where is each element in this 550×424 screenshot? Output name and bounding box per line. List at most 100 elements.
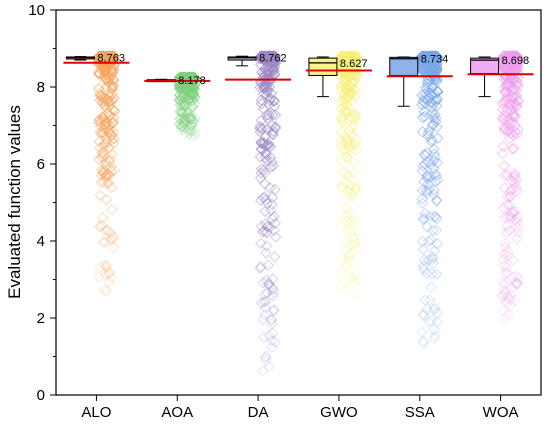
- scatter-point: [419, 294, 431, 306]
- scatter-point: [108, 231, 120, 243]
- scatter-point: [265, 87, 278, 99]
- scatter-point: [255, 297, 268, 309]
- scatter-point: [498, 248, 510, 260]
- scatter-point: [503, 292, 515, 305]
- scatter-point: [511, 221, 523, 234]
- scatter-point: [510, 270, 523, 282]
- scatter-point: [103, 156, 116, 168]
- scatter-point: [93, 68, 105, 80]
- scatter-point: [497, 112, 509, 125]
- scatter-point: [100, 159, 112, 172]
- scatter-point: [266, 62, 278, 74]
- scatter-point: [264, 151, 277, 164]
- scatter-point: [427, 257, 439, 269]
- scatter-point: [501, 199, 513, 211]
- scatter-point: [263, 81, 276, 93]
- scatter-point: [260, 194, 272, 206]
- scatter-point: [350, 243, 362, 255]
- scatter-point: [261, 220, 273, 233]
- scatter-point: [261, 112, 274, 125]
- scatter-point: [496, 289, 509, 301]
- scatter-point: [267, 286, 280, 299]
- scatter-point: [103, 72, 115, 84]
- scatter-point: [336, 182, 348, 194]
- scatter-point: [348, 156, 360, 168]
- scatter-point: [262, 139, 274, 151]
- scatter-point: [501, 262, 513, 274]
- scatter-point: [347, 166, 360, 179]
- scatter-point: [269, 57, 281, 70]
- scatter-point: [177, 106, 189, 119]
- scatter-point: [268, 224, 280, 237]
- scatter-point: [499, 267, 512, 279]
- distribution-cap: [417, 54, 442, 76]
- scatter-point: [431, 73, 443, 85]
- scatter-point: [99, 236, 112, 248]
- scatter-point: [345, 179, 358, 192]
- scatter-point: [254, 194, 267, 207]
- scatter-point: [102, 169, 114, 181]
- scatter-point: [348, 231, 361, 243]
- scatter-point: [174, 118, 186, 130]
- scatter-point: [347, 273, 359, 285]
- scatter-point: [430, 224, 443, 236]
- scatter-point: [507, 100, 519, 113]
- scatter-point: [421, 187, 434, 199]
- scatter-point: [340, 260, 353, 273]
- scatter-point: [429, 108, 441, 121]
- distribution-cap: [94, 54, 119, 59]
- scatter-point: [499, 287, 511, 299]
- scatter-point: [431, 212, 443, 225]
- scatter-point: [504, 190, 516, 203]
- scatter-point: [425, 281, 437, 293]
- scatter-point: [100, 285, 113, 298]
- scatter-point: [267, 303, 280, 316]
- scatter-point: [340, 177, 352, 189]
- scatter-point: [431, 86, 444, 98]
- scatter-point: [254, 262, 266, 274]
- scatter-point: [255, 261, 267, 273]
- scatter-point: [100, 194, 113, 206]
- scatter-point: [97, 236, 110, 248]
- scatter-point: [101, 177, 114, 190]
- scatter-point: [342, 208, 354, 220]
- scatter-point: [498, 169, 511, 181]
- y-axis-title: Evaluated function values: [5, 105, 24, 299]
- scatter-point: [107, 241, 120, 254]
- scatter-point: [417, 213, 430, 226]
- scatter-point: [502, 125, 514, 138]
- scatter-point: [259, 301, 272, 314]
- scatter-point: [255, 220, 267, 232]
- scatter-point: [94, 220, 106, 233]
- scatter-point: [350, 183, 363, 195]
- scatter-point: [260, 148, 272, 161]
- scatter-point: [501, 80, 513, 92]
- scatter-point: [176, 120, 188, 133]
- scatter-point: [267, 125, 279, 137]
- scatter-point: [504, 185, 517, 197]
- scatter-point: [175, 123, 187, 136]
- scatter-point: [103, 176, 115, 189]
- scatter-point: [343, 170, 356, 182]
- scatter-point: [98, 259, 111, 271]
- scatter-point: [349, 278, 361, 290]
- scatter-point: [263, 278, 276, 290]
- scatter-point: [339, 244, 352, 256]
- scatter-point: [343, 248, 356, 261]
- scatter-point: [416, 326, 428, 338]
- median-label: 8.734: [421, 54, 449, 66]
- scatter-point: [268, 60, 281, 73]
- scatter-point: [337, 94, 350, 107]
- scatter-point: [429, 151, 442, 164]
- scatter-point: [183, 113, 196, 125]
- scatter-point: [507, 254, 519, 266]
- scatter-point: [421, 173, 434, 185]
- scatter-point: [258, 296, 270, 308]
- scatter-point: [501, 297, 514, 309]
- scatter-point: [417, 263, 430, 275]
- x-tick-label: WOA: [483, 404, 519, 421]
- y-tick-label: 8: [37, 79, 45, 96]
- scatter-point: [257, 192, 269, 204]
- x-tick-label: DA: [248, 404, 269, 421]
